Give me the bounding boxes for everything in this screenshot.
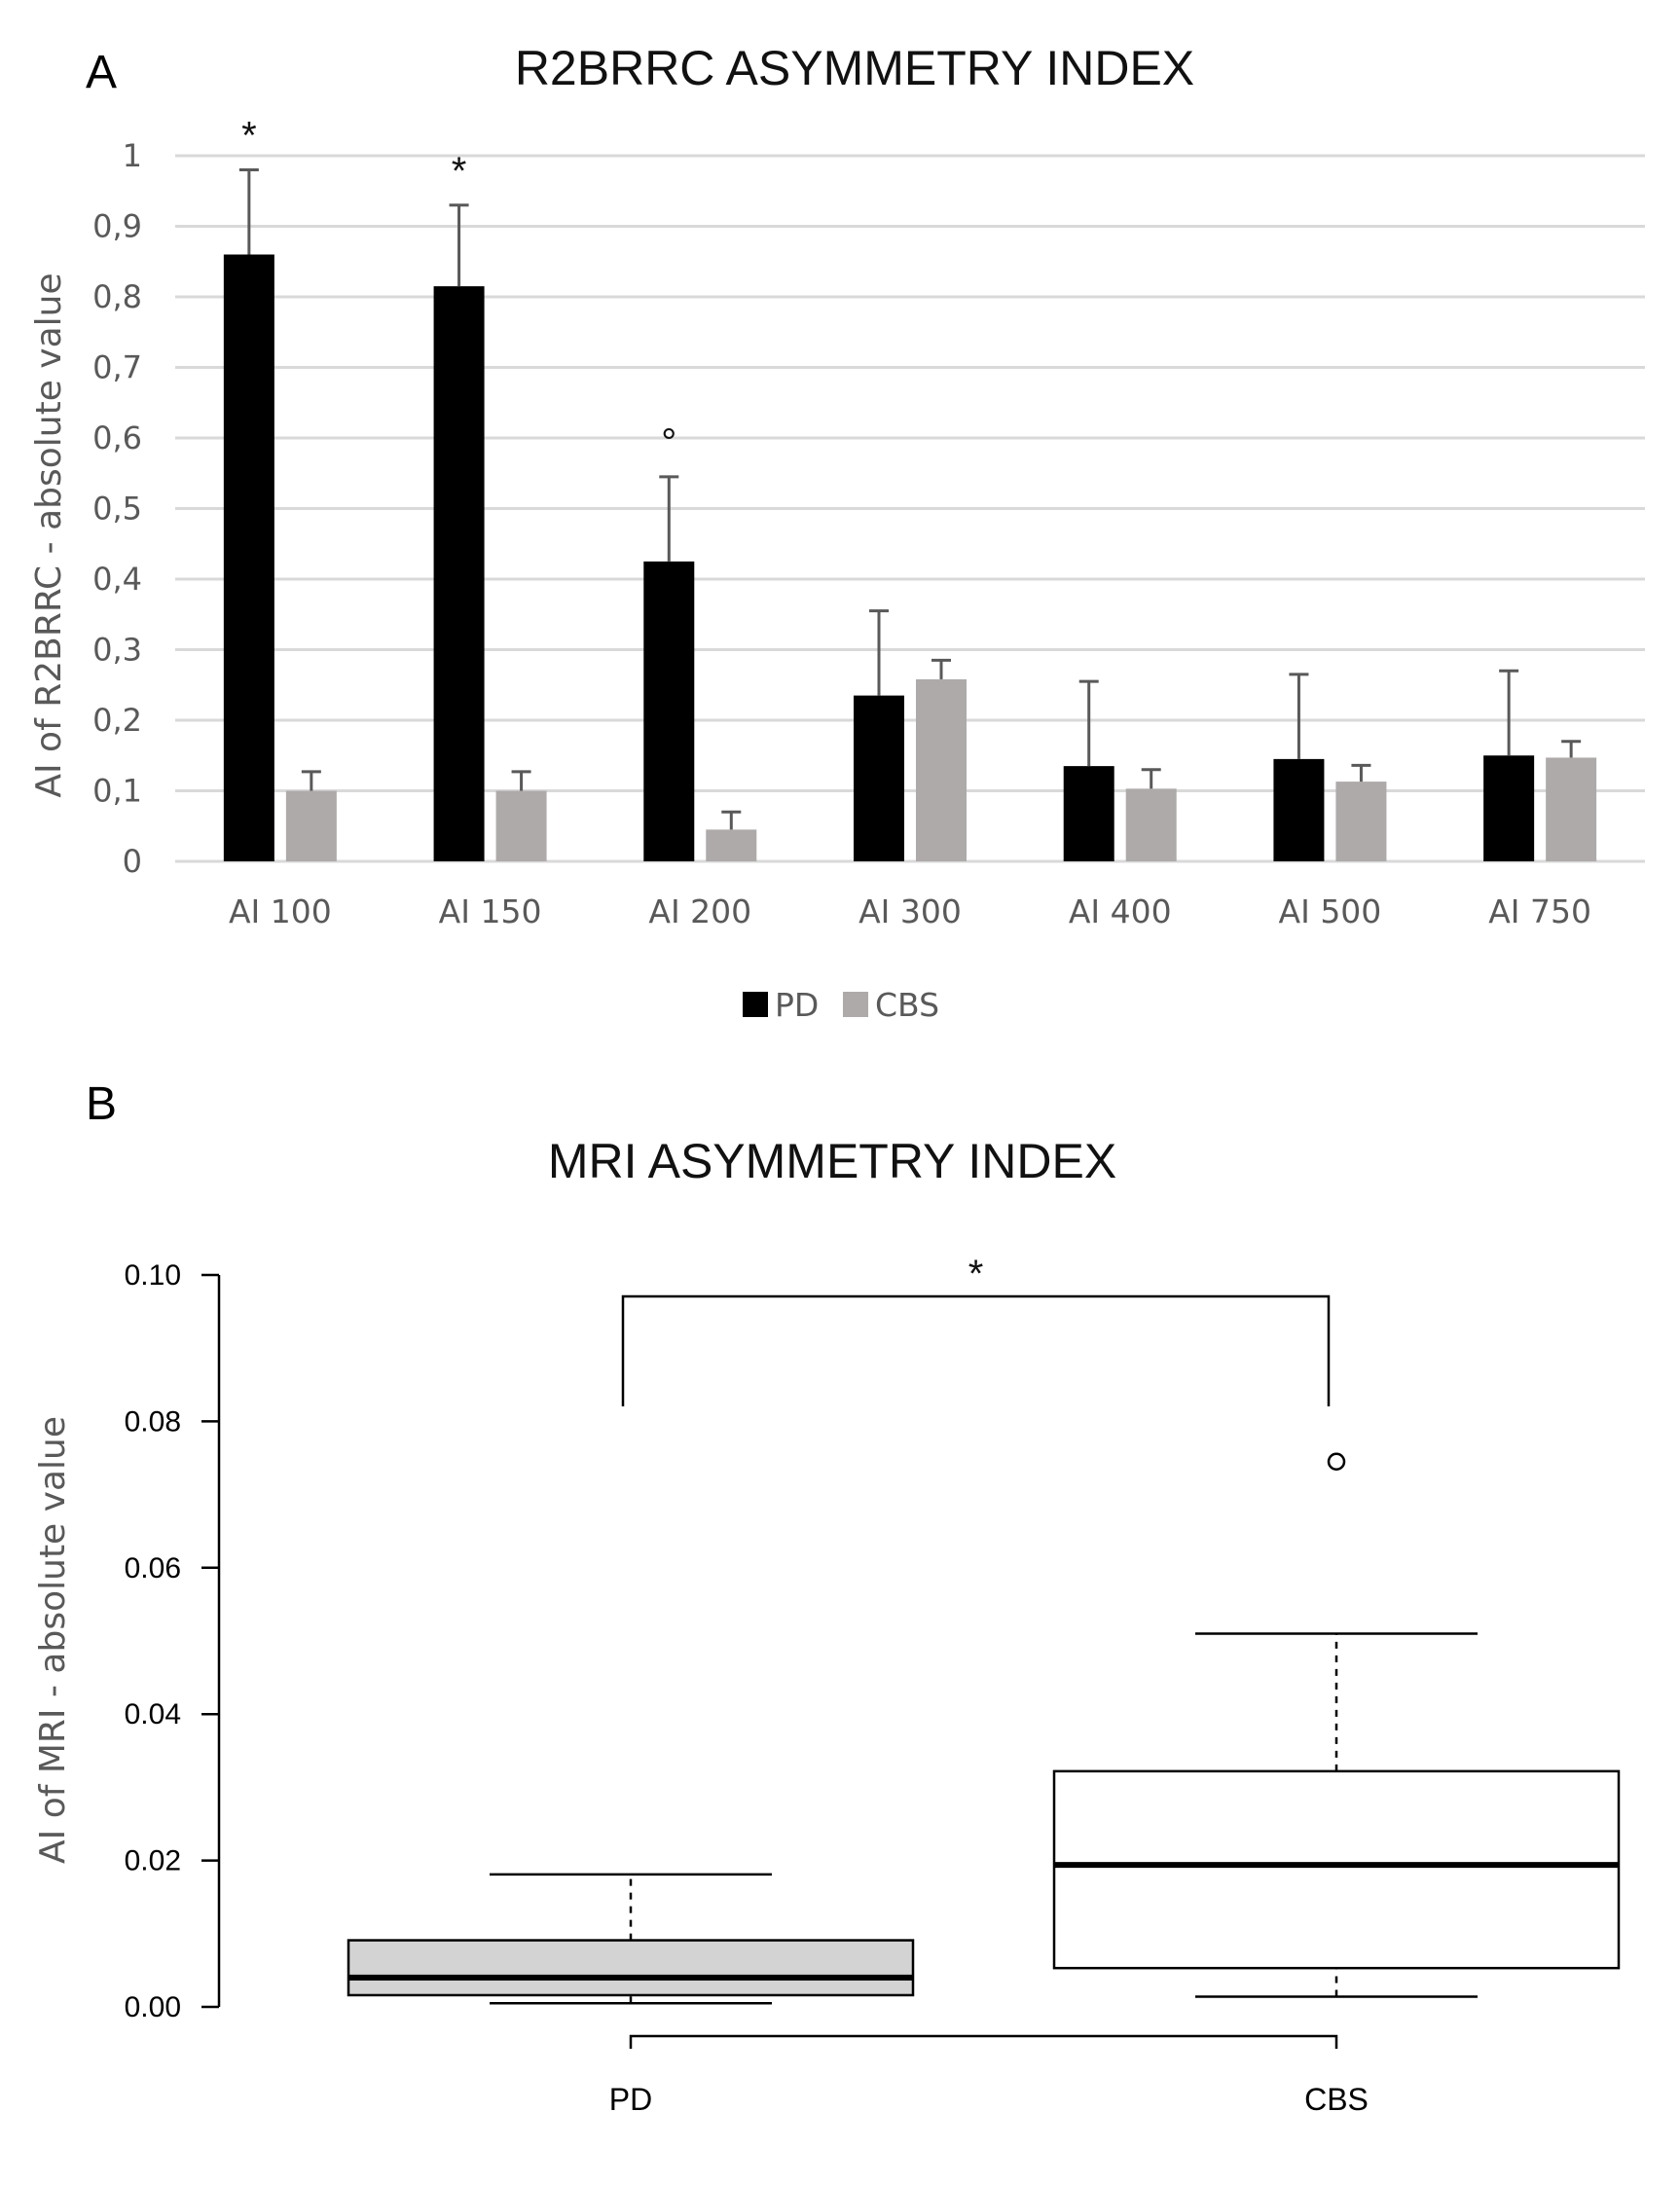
panel-b-ylabel: AI of MRI - absolute value [33,1416,73,1864]
legend-swatch-pd [743,992,768,1017]
panel-b-significance: * [621,1253,1331,1406]
significance-bracket [621,1294,1331,1406]
panel-b: B MRI ASYMMETRY INDEX AI of MRI - absolu… [33,1078,1621,2117]
panel-a-y-ticks: 0 0,1 0,2 0,3 0,4 0,5 0,6 0,7 0,8 0,9 1 [92,137,142,880]
panel-a-bars: * * ° [223,115,1597,861]
y-tick-label: 0,1 [92,773,142,810]
bar-pd [854,695,904,861]
y-tick-label: 0.02 [125,1845,181,1877]
x-category-label: PD [609,2082,652,2117]
panel-b-label: B [86,1078,117,1130]
category-label: AI 100 [229,892,332,930]
box-pd [347,1939,915,1997]
category-label: AI 400 [1069,892,1172,930]
x-axis-line [629,2034,1338,2049]
bar-cbs [1546,757,1597,861]
y-tick-label: 0.04 [125,1698,181,1730]
category-label: AI 150 [439,892,542,930]
outlier-cbs [1327,1452,1346,1472]
y-tick-label: 0,8 [92,278,142,315]
bar-pd [1063,766,1114,861]
legend-swatch-cbs [843,992,868,1017]
significance-marker: ° [661,421,676,464]
panel-a-categories: AI 100 AI 150 AI 200 AI 300 AI 400 AI 500 AI 7… [229,892,1591,930]
panel-a-legend: PD CBS [743,986,939,1024]
y-tick-label: 0,6 [92,419,142,456]
y-tick-label: 0.08 [125,1405,181,1438]
bar-cbs [706,829,757,861]
legend-label-cbs: CBS [875,986,939,1024]
y-tick-label: 0.10 [125,1259,181,1292]
panel-b-x-axis: PD CBS [609,2034,1369,2117]
y-tick-label: 0,7 [92,349,142,386]
y-tick-label: 0 [123,843,142,880]
x-category-label: CBS [1304,2082,1369,2117]
legend-label-pd: PD [775,986,819,1024]
panel-a-label: A [86,47,117,98]
y-tick-label: 0,9 [92,208,142,245]
bar-cbs [1335,782,1387,861]
bar-cbs [495,790,547,861]
bar-pd [223,254,274,861]
significance-marker: * [452,150,467,193]
bar-cbs [1125,788,1177,861]
y-tick-label: 0,4 [92,561,142,598]
y-tick-label: 0,2 [92,702,142,739]
bar-pd [1483,755,1535,861]
y-tick-label: 1 [123,137,142,174]
panel-a-ylabel: AI of R2BRRC - absolute value [29,273,69,797]
category-label: AI 300 [858,892,962,930]
y-tick-label: 0.00 [125,1991,181,2023]
category-label: AI 500 [1279,892,1382,930]
significance-marker: * [241,115,257,158]
category-label: AI 750 [1488,892,1591,930]
panel-a-title: R2BRRC ASYMMETRY INDEX [515,41,1194,95]
bar-cbs [916,678,967,861]
y-tick-label: 0,5 [92,491,142,528]
panel-b-y-axis: 0.00 0.02 0.04 0.06 0.08 0.10 [125,1259,221,2023]
significance-marker: * [968,1253,984,1295]
y-tick-label: 0,3 [92,632,142,669]
panel-a-gridlines [175,154,1645,863]
bar-pd [433,286,485,861]
category-label: AI 200 [648,892,751,930]
bar-pd [1273,758,1325,861]
bar-pd [643,561,695,861]
bar-cbs [285,790,337,861]
panel-b-boxes [347,1452,1621,2005]
y-tick-label: 0.06 [125,1552,181,1584]
box-cbs [1052,1769,1621,1970]
panel-b-title: MRI ASYMMETRY INDEX [548,1134,1116,1188]
panel-a: A R2BRRC ASYMMETRY INDEX AI of R2BRRC - … [29,41,1645,1024]
